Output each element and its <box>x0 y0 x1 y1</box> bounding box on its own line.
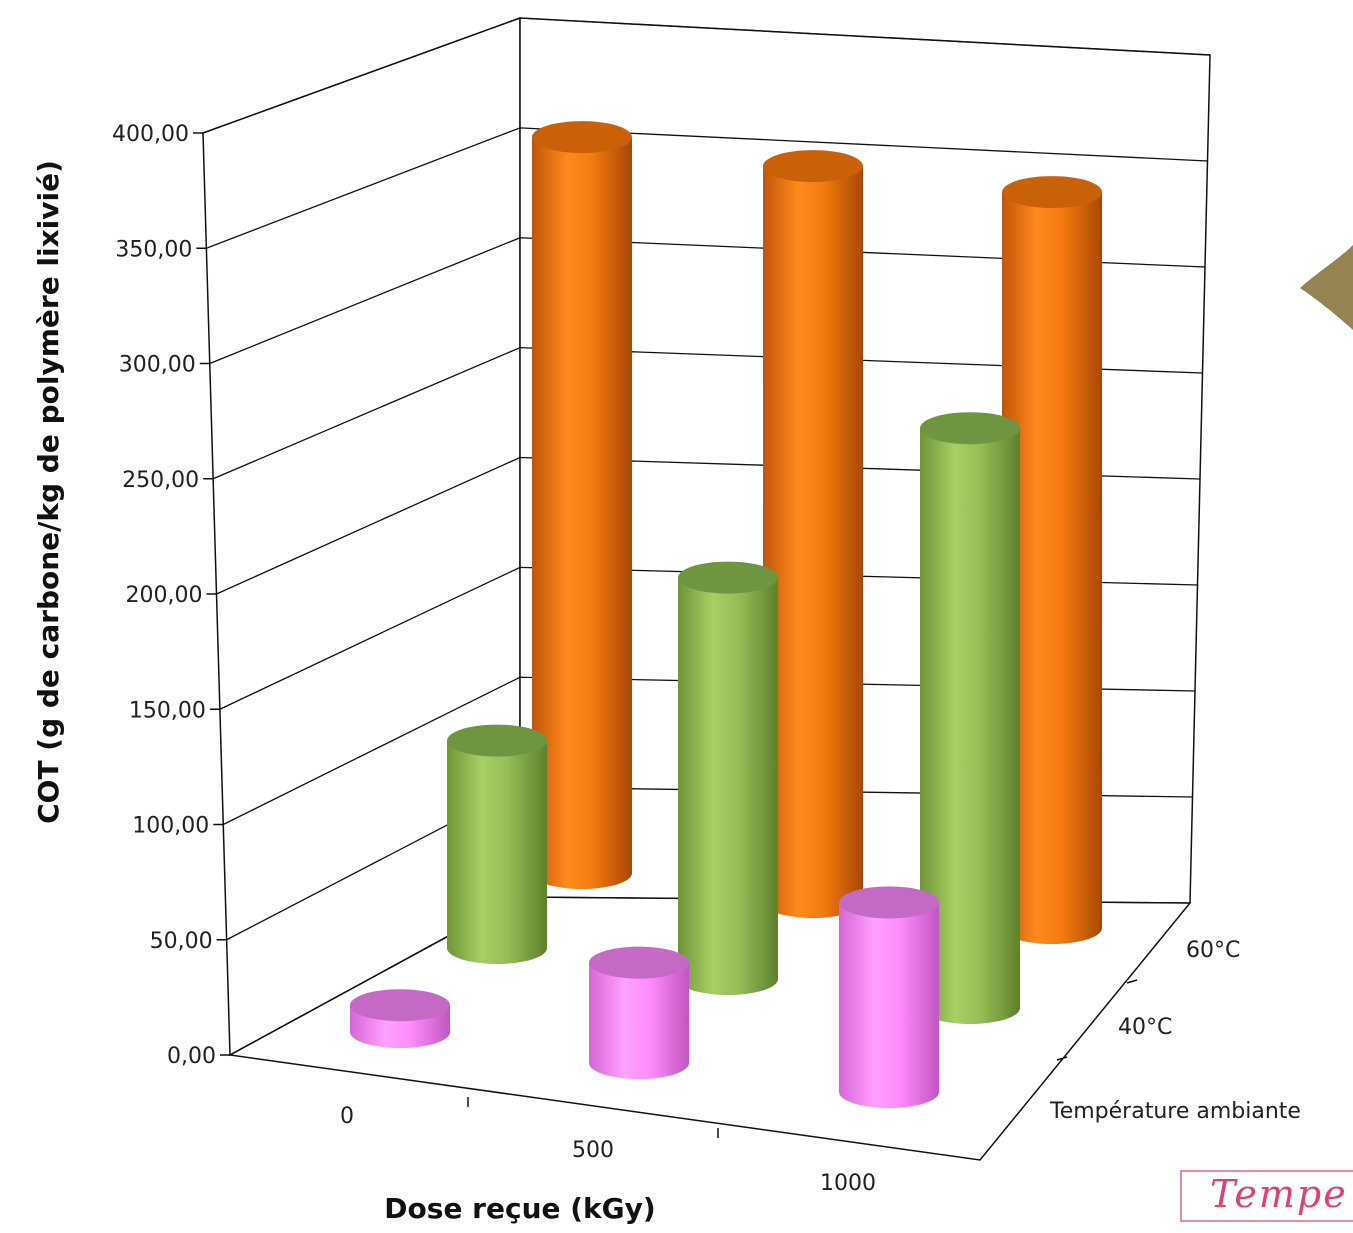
bar-top <box>447 724 547 757</box>
bar-body <box>839 902 939 1108</box>
bar <box>589 946 689 1079</box>
depth-tick-labels: Température ambiante 40°C 60°C <box>1049 938 1301 1124</box>
y-tick-labels: 0,00 50,00 100,00 150,00 200,00 250,00 300,00 3… <box>112 122 230 1069</box>
bar <box>839 886 939 1108</box>
depth-tick-label: 60°C <box>1186 938 1240 963</box>
x-tick-label: 500 <box>572 1138 614 1163</box>
y-tick-label: 200,00 <box>126 583 203 608</box>
bar-top <box>678 561 778 594</box>
y-tick-label: 50,00 <box>150 929 213 954</box>
bar <box>678 561 778 995</box>
bar-body <box>447 740 547 964</box>
y-tick-label: 400,00 <box>112 122 189 147</box>
bar-top <box>589 946 689 979</box>
bar-body <box>532 137 632 890</box>
y-axis-title: COT (g de carbone/kg de polymère lixivié… <box>32 160 65 824</box>
y-tick-label: 150,00 <box>129 698 206 723</box>
bar-top <box>839 886 939 919</box>
x-tick-labels: 0 500 1000 <box>340 1097 876 1196</box>
x-tick-label: 0 <box>340 1104 354 1129</box>
x-axis-title: Dose reçue (kGy) <box>384 1192 655 1225</box>
bar-body <box>1002 192 1102 945</box>
annotation-box <box>1180 1170 1353 1222</box>
y-tick-label: 100,00 <box>132 814 209 839</box>
bar-body <box>920 428 1020 1024</box>
x-tick-label: 1000 <box>820 1171 876 1196</box>
bar <box>1002 176 1102 945</box>
bar-top <box>532 121 632 154</box>
bar <box>447 724 547 964</box>
depth-tick-label: 40°C <box>1118 1015 1172 1040</box>
bar <box>350 989 450 1048</box>
y-tick-label: 300,00 <box>119 353 196 378</box>
depth-tick-label: Température ambiante <box>1049 1099 1301 1124</box>
bar <box>920 412 1020 1024</box>
bar-top <box>350 989 450 1022</box>
bar-body <box>678 577 778 995</box>
gridline <box>212 346 1203 480</box>
bar-body <box>589 962 689 1079</box>
gridline <box>206 127 1208 249</box>
bar <box>532 121 632 890</box>
depth-tick-mark <box>1056 1056 1068 1061</box>
y-tick-label: 0,00 <box>167 1044 216 1069</box>
y-tick-label: 250,00 <box>122 468 199 493</box>
gridline <box>202 17 1211 134</box>
bars <box>350 121 1102 1108</box>
annotation-text: Tempe <box>1210 1172 1348 1216</box>
depth-tick-mark <box>1126 979 1138 984</box>
bar <box>763 150 863 919</box>
bar-top <box>920 412 1020 445</box>
bar-top <box>1002 176 1102 209</box>
decorative-shape <box>1300 245 1353 330</box>
gridline <box>209 237 1206 365</box>
bar-top <box>763 150 863 183</box>
bar-body <box>763 166 863 919</box>
y-tick-label: 350,00 <box>115 237 192 262</box>
